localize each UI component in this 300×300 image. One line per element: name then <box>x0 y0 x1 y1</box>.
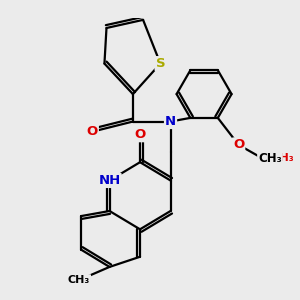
Text: CH₃: CH₃ <box>68 275 90 285</box>
Text: CH₃: CH₃ <box>258 152 282 165</box>
Text: O: O <box>134 128 146 141</box>
Text: O: O <box>233 138 244 152</box>
Text: N: N <box>165 115 176 128</box>
Text: NH: NH <box>98 174 121 187</box>
Text: S: S <box>156 57 165 70</box>
Text: OCH₃: OCH₃ <box>262 153 294 163</box>
Text: O: O <box>87 125 98 138</box>
